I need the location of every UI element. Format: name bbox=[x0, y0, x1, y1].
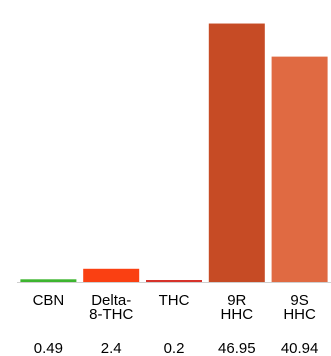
bar-9s-hhc bbox=[271, 56, 328, 283]
tick-label-line: 8-THC bbox=[89, 306, 133, 323]
tick-label-9s-hhc: 9S HHC bbox=[283, 292, 316, 323]
tick-label-delta-8-thc: Delta-8-THC bbox=[89, 292, 133, 323]
bars-group bbox=[20, 23, 328, 283]
bar-thc bbox=[146, 280, 202, 282]
value-labels: 0.49 2.4 0.2 46.95 40.94 bbox=[34, 340, 319, 356]
tick-label-cbn: CBN bbox=[33, 292, 65, 309]
tick-label-9r-hhc: 9R HHC bbox=[221, 292, 254, 323]
value-label-cbn: 0.49 bbox=[34, 340, 63, 356]
value-label-thc: 0.2 bbox=[164, 340, 185, 356]
tick-label-line: Delta- bbox=[91, 292, 131, 309]
tick-label-line: 9R bbox=[227, 292, 246, 309]
value-label-delta-8-thc: 2.4 bbox=[101, 340, 122, 356]
tick-label-line: HHC bbox=[283, 306, 316, 323]
value-label-9r-hhc: 46.95 bbox=[218, 340, 256, 356]
tick-label-thc: THC bbox=[159, 292, 190, 309]
tick-label-line: HHC bbox=[221, 306, 254, 323]
bar-9r-hhc bbox=[208, 23, 265, 283]
value-label-9s-hhc: 40.94 bbox=[281, 340, 319, 356]
bar-cbn bbox=[20, 279, 77, 282]
tick-label-line: THC bbox=[159, 292, 190, 309]
bar-delta-8-thc bbox=[83, 268, 140, 282]
tick-label-line: CBN bbox=[33, 292, 65, 309]
tick-label-line: 9S bbox=[290, 292, 308, 309]
